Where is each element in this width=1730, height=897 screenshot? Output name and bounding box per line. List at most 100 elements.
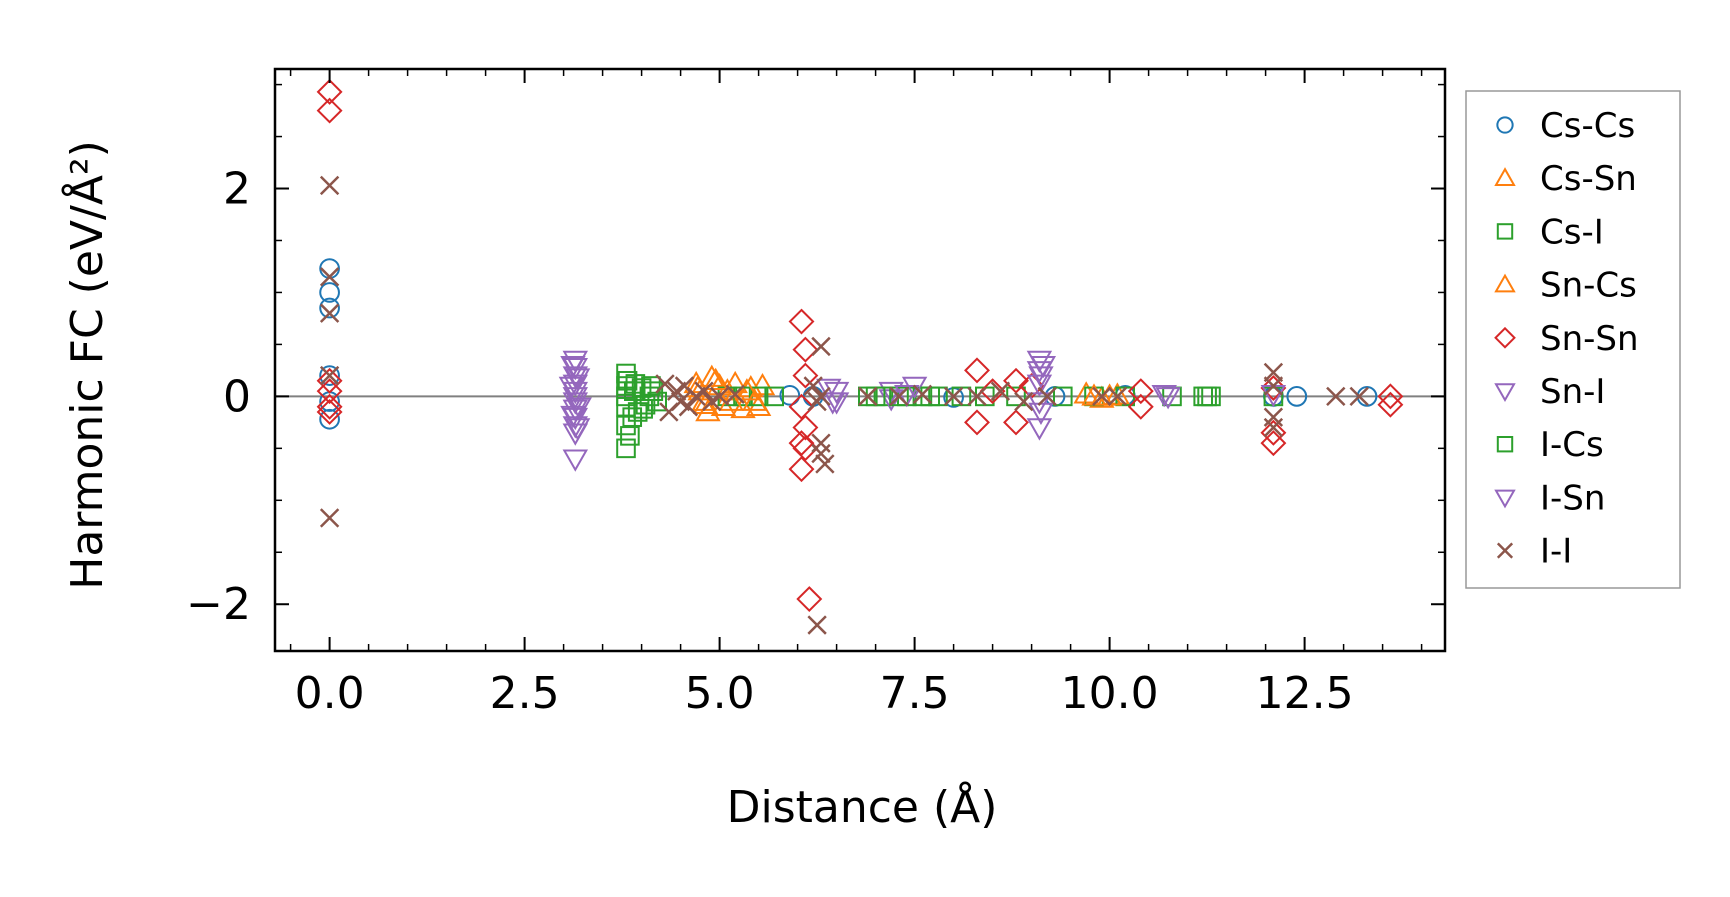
data-point-i-i [990,381,1011,401]
data-point-cs-sn [1089,385,1115,408]
data-point-sn-sn [788,308,815,335]
data-point-cs-sn [699,364,725,387]
data-point-i-sn [564,368,591,391]
data-point-i-i [1326,386,1346,407]
data-point-sn-sn [964,357,990,384]
data-point-cs-sn [695,398,721,422]
data-point-i-i [811,433,831,453]
legend-item-sn-cs: Sn-Cs [1494,266,1637,306]
data-point-cs-cs [319,297,340,319]
legend-label-i-sn: I-Sn [1540,478,1605,518]
legend-marker-i-cs [1496,436,1514,453]
data-point-i-i [815,454,835,474]
data-point-i-i [1349,386,1369,407]
data-point-i-i [709,386,730,407]
data-point-sn-i [562,399,589,422]
data-point-i-cs [625,374,646,394]
legend-marker-cs-i [1496,223,1514,240]
data-point-i-i [319,303,340,323]
legend-items: Cs-Cs Cs-Sn Cs-I Sn-Cs Sn-Sn Sn-I I-Cs I-Sn I-I [1494,106,1639,572]
data-point-i-sn [560,355,586,379]
data-point-cs-cs [319,408,340,430]
data-point-i-i [319,508,340,528]
data-point-i-i [811,336,831,357]
data-point-i-i [319,365,340,386]
series-sn-sn [316,78,1404,612]
data-point-i-i [811,386,831,407]
data-point-cs-sn [730,395,756,419]
data-point-sn-sn [1260,375,1287,402]
data-point-cs-sn [749,372,776,396]
legend-item-cs-sn: Cs-Sn [1494,159,1637,199]
data-point-sn-sn [788,393,815,420]
data-point-sn-sn [1127,378,1154,405]
x-tick-label: 2.5 [490,668,560,719]
data-point-i-i [655,374,675,394]
data-point-sn-sn [1377,391,1404,418]
legend: Cs-Cs Cs-Sn Cs-I Sn-Cs Sn-Sn Sn-I I-Cs I-Sn I-I [1465,90,1681,589]
data-point-i-i [694,381,714,401]
data-point-sn-sn [964,409,990,436]
data-point-i-i [319,175,340,196]
y-tick-label: −2 [186,579,251,630]
data-point-i-i [967,386,987,407]
data-point-i-sn [1028,366,1054,389]
legend-label-cs-cs: Cs-Cs [1540,106,1635,146]
data-point-sn-sn [788,456,815,483]
data-point-i-i [1092,386,1112,407]
data-point-cs-cs [319,258,340,279]
data-point-sn-cs [741,388,768,411]
legend-item-i-i: I-I [1496,532,1572,572]
data-point-cs-cs [779,384,801,406]
data-point-sn-sn [796,586,823,612]
y-tick-label: 0 [223,371,251,422]
legend-label-i-cs: I-Cs [1540,425,1604,465]
data-point-i-i [678,397,699,417]
data-point-cs-i [620,426,640,446]
x-axis-label: Distance (Å) [727,780,998,833]
legend-marker-i-sn [1494,489,1516,509]
legend-item-sn-i: Sn-I [1494,372,1605,412]
data-point-sn-i [562,416,589,439]
data-point-sn-sn [316,393,343,420]
data-point-i-sn [564,418,591,441]
data-point-cs-cs [319,365,340,386]
y-axis-label: Harmonic FC (eV/Å²) [60,140,113,590]
data-point-sn-sn [316,78,343,105]
data-point-cs-i [764,386,785,407]
legend-marker-sn-sn [1494,326,1516,349]
ticks-layer: 0.0 2.5 5.0 7.5 10.0 12.5 −2 0 2 [186,69,1445,719]
plot-frame [273,67,1447,653]
legend-label-sn-sn: Sn-Sn [1540,319,1639,359]
data-point-sn-sn [1127,393,1154,420]
legend-label-sn-i: Sn-I [1540,372,1605,412]
data-point-i-i [319,267,340,287]
data-point-sn-sn [792,336,819,363]
x-tick-label: 5.0 [685,668,755,719]
data-point-i-i [1014,391,1034,412]
legend-marker-i-i [1496,542,1514,559]
series-cs-cs [319,258,1378,430]
data-point-i-i [725,384,745,404]
data-point-sn-sn [1260,430,1287,457]
legend-label-i-i: I-I [1540,532,1572,572]
legend-item-cs-cs: Cs-Cs [1496,106,1635,146]
data-point-sn-sn [316,97,343,124]
legend-marker-cs-sn [1494,167,1516,186]
data-point-i-i [1263,417,1284,438]
data-point-sn-i [1026,374,1053,397]
legend-label-sn-cs: Sn-Cs [1540,266,1637,306]
legend-marker-cs-cs [1496,116,1514,134]
data-point-sn-sn [1260,419,1287,446]
data-point-i-i [943,386,964,407]
data-point-sn-i [1151,385,1177,408]
x-tick-label: 0.0 [295,668,365,719]
data-point-sn-sn [1377,383,1404,410]
data-point-sn-cs [702,367,729,391]
data-point-i-i [803,376,823,396]
data-point-i-i [1037,386,1057,407]
data-point-cs-i [627,402,648,422]
data-point-i-i [1107,386,1128,407]
data-point-i-i [807,615,827,635]
